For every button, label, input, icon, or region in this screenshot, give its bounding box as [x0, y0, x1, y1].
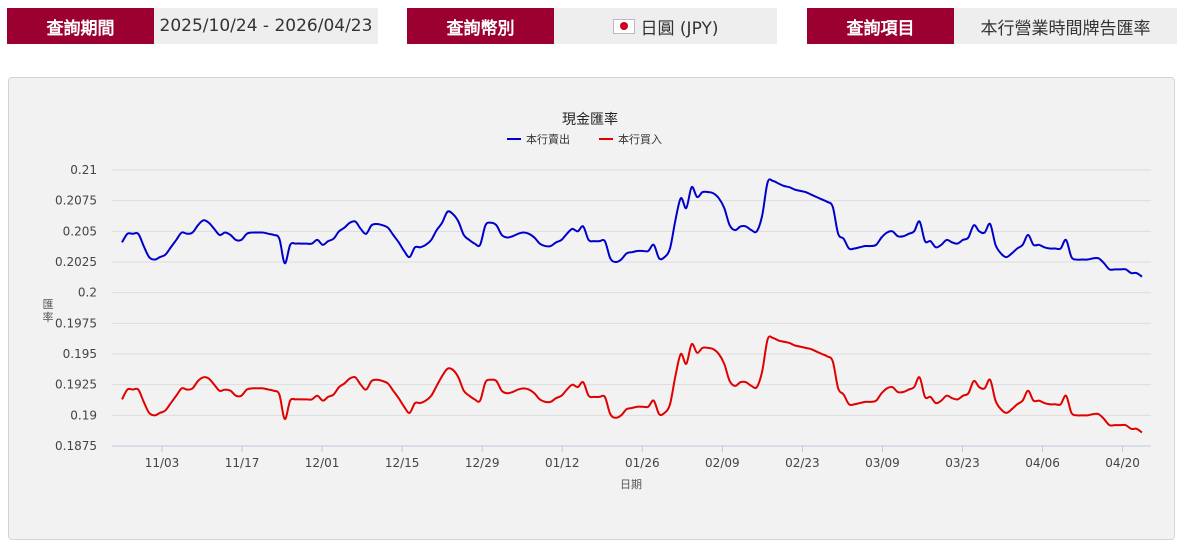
y-tick-label: 0.19: [70, 408, 97, 422]
y-tick-label: 0.1975: [55, 316, 97, 330]
x-tick-label: 01/12: [545, 456, 580, 470]
query-currency: 查詢幣別 日圓 (JPY): [407, 8, 777, 44]
y-tick-label: 0.1925: [55, 378, 97, 392]
x-tick-label: 02/23: [785, 456, 820, 470]
chart-gridlines: [112, 169, 1151, 416]
chart-title: 現金匯率: [562, 111, 618, 128]
x-tick-label: 11/03: [145, 456, 180, 470]
y-tick-label: 0.2025: [55, 255, 97, 269]
y-tick-label: 0.205: [63, 224, 97, 238]
x-tick-label: 02/09: [705, 456, 740, 470]
y-tick-label: 0.2: [78, 286, 97, 300]
x-tick-label: 11/17: [225, 456, 260, 470]
legend-label-buy[interactable]: 本行買入: [618, 132, 662, 146]
y-tick-label: 0.2075: [55, 194, 97, 208]
legend-label-sell[interactable]: 本行賣出: [526, 132, 570, 146]
query-period-value[interactable]: 2025/10/24 - 2026/04/23: [154, 8, 378, 44]
query-period: 查詢期間 2025/10/24 - 2026/04/23: [7, 8, 378, 44]
query-currency-value-box[interactable]: 日圓 (JPY): [554, 8, 777, 44]
x-tick-label: 12/29: [465, 456, 500, 470]
rate-line-chart: 現金匯率 本行賣出 本行買入 0.210.20750.2050.20250.20…: [43, 111, 1151, 491]
x-axis-ticks: 11/03 11/17 12/01 12/15 12/29 01/12 01/26 02/09…: [145, 446, 1140, 470]
query-period-label: 查詢期間: [7, 8, 154, 44]
x-tick-label: 04/20: [1105, 456, 1140, 470]
query-item: 查詢項目 本行營業時間牌告匯率: [807, 8, 1177, 44]
query-item-label: 查詢項目: [807, 8, 954, 44]
chart-legend: 本行賣出 本行買入: [507, 132, 662, 146]
x-tick-label: 01/26: [625, 456, 660, 470]
y-tick-label: 0.1875: [55, 439, 97, 453]
x-tick-label: 12/01: [305, 456, 340, 470]
query-currency-value: 日圓 (JPY): [640, 18, 719, 39]
y-tick-label: 0.21: [70, 163, 97, 177]
x-tick-label: 03/09: [865, 456, 900, 470]
chart-panel: 現金匯率 本行賣出 本行買入 0.21 0.2075 0.205 0.2025 0.2 0…: [8, 77, 1175, 540]
query-item-value[interactable]: 本行營業時間牌告匯率: [954, 8, 1177, 44]
x-tick-label: 03/23: [945, 456, 980, 470]
y-axis-label: 匯率: [43, 298, 54, 324]
query-currency-label: 查詢幣別: [407, 8, 554, 44]
series-line-sell[interactable]: [121, 178, 1143, 278]
japan-flag-icon: [612, 18, 635, 34]
y-axis-ticks: 0.21 0.2075 0.205 0.2025 0.2 0.1975 0.195 0.192…: [55, 163, 97, 453]
y-tick-label: 0.195: [63, 347, 97, 361]
series-line-buy[interactable]: [121, 335, 1143, 434]
x-tick-label: 12/15: [385, 456, 420, 470]
x-tick-label: 04/06: [1025, 456, 1060, 470]
x-axis-label: 日期: [620, 478, 642, 491]
